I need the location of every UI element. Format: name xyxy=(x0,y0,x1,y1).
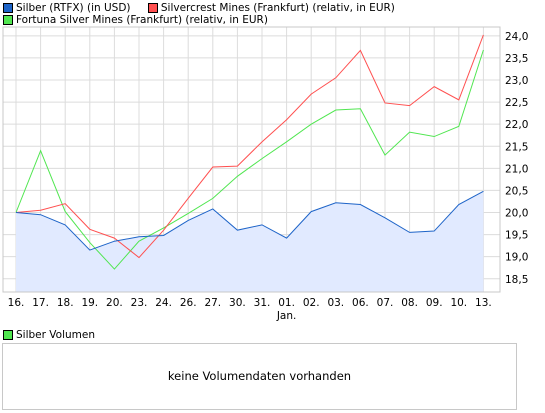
legend-item-silvercrest: Silvercrest Mines (Frankfurt) (relativ, … xyxy=(147,2,395,14)
xtick-label-2: 18. xyxy=(57,297,74,309)
ytick-label-9: 23,0 xyxy=(505,75,528,87)
series-line-fortuna xyxy=(15,49,484,270)
plot-border xyxy=(2,26,501,293)
legend-swatch-silvercrest xyxy=(147,3,158,13)
legend-label-volume: Silber Volumen xyxy=(16,329,95,341)
xtick-label-13: 03. xyxy=(327,297,344,309)
ytick-label-2: 19,5 xyxy=(505,230,528,242)
legend-label-fortuna: Fortuna Silver Mines (Frankfurt) (relati… xyxy=(16,14,268,26)
ytick-label-3: 20,0 xyxy=(505,208,528,220)
legend-item-silber: Silber (RTFX) (in USD) xyxy=(3,2,131,14)
xtick-label-14: 06. xyxy=(352,297,369,309)
ytick-label-0: 18,5 xyxy=(505,274,528,286)
xtick-label-6: 24. xyxy=(155,297,172,309)
legend-label-silber: Silber (RTFX) (in USD) xyxy=(16,2,131,14)
ytick-label-4: 20,5 xyxy=(505,185,528,197)
volume-empty-message: keine Volumendaten vorhanden xyxy=(167,369,352,383)
legend-item-fortuna: Fortuna Silver Mines (Frankfurt) (relati… xyxy=(3,14,268,26)
series-line-silber xyxy=(15,190,484,251)
ytick-label-8: 22,5 xyxy=(505,97,528,109)
xtick-label-11: 01. xyxy=(278,297,295,309)
xtick-label-19: 13. xyxy=(475,297,492,309)
xtick-label-1: 17. xyxy=(32,297,49,309)
xtick-label-17: 09. xyxy=(426,297,443,309)
volume-legend: Silber Volumen xyxy=(3,329,109,343)
xtick-label-7: 26. xyxy=(180,297,197,309)
xtick-label-15: 07. xyxy=(377,297,394,309)
xtick-month-label: Jan. xyxy=(276,310,297,322)
chart-legend: Silber (RTFX) (in USD) Silvercrest Mines… xyxy=(3,2,409,16)
xtick-label-3: 19. xyxy=(81,297,98,309)
xtick-label-0: 16. xyxy=(8,297,25,309)
xtick-label-10: 31. xyxy=(254,297,271,309)
xtick-label-9: 30. xyxy=(229,297,246,309)
xtick-label-16: 08. xyxy=(401,297,418,309)
ytick-label-6: 21,5 xyxy=(505,141,528,153)
series-line-silvercrest xyxy=(15,34,484,259)
xtick-label-12: 02. xyxy=(303,297,320,309)
legend-swatch-fortuna xyxy=(3,15,13,25)
ytick-label-11: 24,0 xyxy=(505,31,528,43)
ytick-label-10: 23,5 xyxy=(505,53,528,65)
xtick-label-4: 20. xyxy=(106,297,123,309)
ytick-label-7: 22,0 xyxy=(505,119,528,131)
ytick-label-1: 19,0 xyxy=(505,252,528,264)
legend-swatch-silber xyxy=(3,3,13,13)
xtick-label-5: 23. xyxy=(131,297,148,309)
legend-item-volume: Silber Volumen xyxy=(3,329,95,341)
legend-swatch-volume xyxy=(3,330,13,340)
xtick-label-8: 27. xyxy=(204,297,221,309)
chart-legend-row-2: Fortuna Silver Mines (Frankfurt) (relati… xyxy=(3,14,282,28)
volume-panel: keine Volumendaten vorhanden xyxy=(2,343,517,410)
series-area-silber xyxy=(16,191,484,292)
price-chart: 18,5 19,0 19,5 20,0 20,5 21,0 21,5 22,0 22,5 23,0… xyxy=(2,26,528,322)
legend-label-silvercrest: Silvercrest Mines (Frankfurt) (relativ, … xyxy=(160,2,395,14)
xtick-label-18: 10. xyxy=(450,297,467,309)
ytick-label-5: 21,0 xyxy=(505,163,528,175)
